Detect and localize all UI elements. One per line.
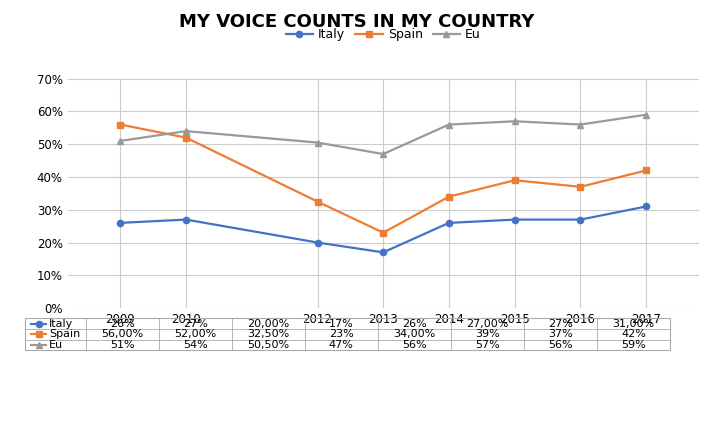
Eu	[445, 122, 453, 127]
Eu	[313, 140, 322, 145]
Eu	[511, 118, 519, 124]
Text: Spain: Spain	[49, 329, 81, 339]
Line: Eu: Eu	[117, 111, 650, 157]
Text: 32,50%: 32,50%	[247, 329, 289, 339]
Line: Italy: Italy	[117, 203, 650, 256]
Text: 57%: 57%	[475, 340, 500, 350]
Text: 52,00%: 52,00%	[174, 329, 216, 339]
Text: 47%: 47%	[329, 340, 354, 350]
Spain	[116, 122, 125, 127]
Line: Spain: Spain	[117, 121, 650, 236]
Eu	[116, 138, 125, 143]
Italy	[576, 217, 585, 222]
Text: 54%: 54%	[183, 340, 207, 350]
Text: 51%: 51%	[110, 340, 135, 350]
Text: 56%: 56%	[548, 340, 573, 350]
Eu	[379, 152, 387, 157]
Italy	[445, 220, 453, 225]
Text: Eu: Eu	[49, 340, 63, 350]
Text: 56,00%: 56,00%	[101, 329, 143, 339]
Spain	[313, 199, 322, 204]
Legend: Italy, Spain, Eu: Italy, Spain, Eu	[280, 23, 486, 46]
Text: 50,50%: 50,50%	[247, 340, 289, 350]
Text: 56%: 56%	[402, 340, 427, 350]
Eu	[642, 112, 650, 117]
Italy	[313, 240, 322, 245]
Text: 27%: 27%	[548, 319, 573, 329]
Spain	[379, 230, 387, 235]
Spain	[576, 184, 585, 190]
Text: 26%: 26%	[110, 319, 135, 329]
Text: Italy: Italy	[49, 319, 73, 329]
Italy	[511, 217, 519, 222]
Spain	[642, 168, 650, 173]
Italy	[116, 220, 125, 225]
Italy	[642, 204, 650, 209]
Spain	[182, 135, 190, 140]
Text: 34,00%: 34,00%	[394, 329, 436, 339]
Text: 31,00%: 31,00%	[612, 319, 655, 329]
Text: 27,00%: 27,00%	[466, 319, 508, 329]
Text: 23%: 23%	[329, 329, 354, 339]
Spain	[511, 177, 519, 183]
Text: 39%: 39%	[475, 329, 500, 339]
Text: 20,00%: 20,00%	[247, 319, 289, 329]
Text: 37%: 37%	[548, 329, 573, 339]
Text: 27%: 27%	[183, 319, 207, 329]
Italy	[182, 217, 190, 222]
Text: 59%: 59%	[621, 340, 646, 350]
Text: 26%: 26%	[402, 319, 427, 329]
Bar	[25, 319, 670, 350]
Text: MY VOICE COUNTS IN MY COUNTRY: MY VOICE COUNTS IN MY COUNTRY	[179, 13, 534, 31]
Eu	[182, 128, 190, 134]
Text: 17%: 17%	[329, 319, 354, 329]
Eu	[576, 122, 585, 127]
Spain	[445, 194, 453, 199]
Text: 42%: 42%	[621, 329, 646, 339]
Italy	[379, 250, 387, 255]
